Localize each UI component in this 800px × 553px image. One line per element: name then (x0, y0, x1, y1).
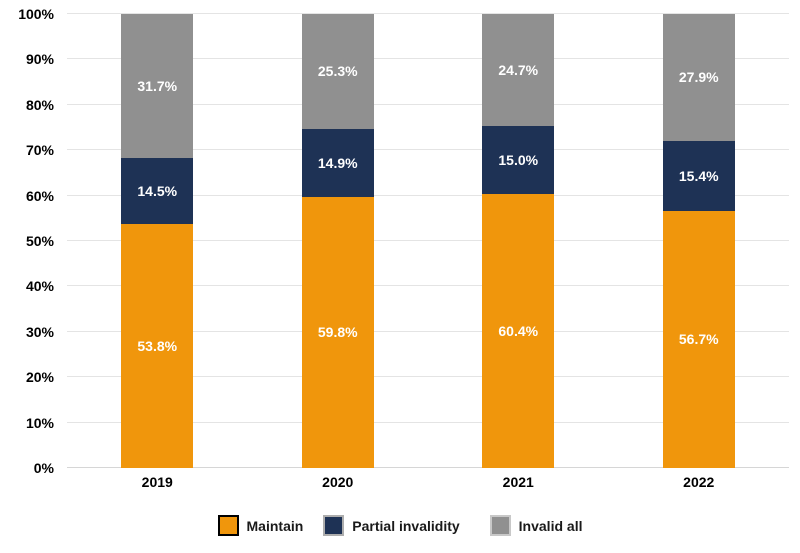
gridline (67, 58, 789, 60)
gridline (67, 285, 789, 287)
bar-2019: 53.8% 14.5% 31.7% (121, 14, 194, 468)
bar-segment: 25.3% (301, 14, 374, 129)
gridline (67, 240, 789, 241)
legend-item: Partial invalidity (323, 515, 460, 536)
gridline (67, 13, 789, 14)
bar-segment: 60.4% (482, 193, 555, 468)
legend-swatch (323, 515, 345, 536)
y-tick-label: 70% (25, 142, 54, 159)
bar-segment: 14.9% (301, 128, 374, 197)
y-tick-label: 0% (33, 460, 54, 476)
bar-2020: 59.8% 14.9% 25.3% (301, 14, 374, 468)
y-tick-label: 80% (25, 96, 54, 113)
y-tick-label: 100% (18, 6, 54, 22)
y-tick-label: 90% (25, 51, 54, 68)
bar-segment: 31.7% (121, 14, 194, 158)
legend-swatch (489, 515, 511, 536)
legend-item: Invalid all (489, 515, 583, 536)
gridline (67, 467, 789, 468)
bar-2021: 60.4% 15.0% 24.7% (482, 13, 555, 468)
segment-label: 14.9% (317, 154, 358, 171)
y-tick-label: 60% (25, 187, 54, 204)
y-tick-label: 30% (25, 323, 54, 340)
gridline (67, 103, 789, 105)
x-tick-label: 2021 (502, 474, 534, 490)
y-tick-label: 40% (25, 278, 54, 295)
segment-label: 15.0% (498, 151, 539, 168)
bar-segment: 24.7% (482, 13, 555, 126)
x-axis: 2019 2020 2021 2022 (67, 474, 789, 494)
gridline (67, 330, 789, 332)
legend-item: Maintain (217, 515, 304, 536)
y-tick-label: 20% (25, 369, 54, 386)
bar-segment: 14.5% (121, 157, 194, 224)
segment-label: 14.5% (137, 182, 178, 199)
bar-segment: 15.4% (662, 140, 735, 211)
gridline (67, 421, 789, 423)
plot-area: 53.8% 14.5% 31.7% 59.8% 14.9% 25.3% 60.4% 15.0%… (67, 13, 789, 468)
segment-label: 31.7% (137, 77, 178, 94)
bar-segment: 15.0% (482, 125, 555, 194)
segment-label: 24.7% (498, 61, 539, 78)
segment-label: 56.7% (678, 331, 719, 348)
x-tick-label: 2019 (141, 474, 173, 490)
y-tick-label: 50% (25, 233, 54, 249)
y-tick-label: 10% (25, 414, 54, 431)
x-tick-label: 2022 (683, 474, 715, 490)
legend: Maintain Partial invalidity Invalid all (0, 515, 800, 536)
bar-segment: 53.8% (121, 223, 194, 468)
gridline (67, 149, 789, 151)
segment-label: 27.9% (678, 69, 719, 86)
bar-segment: 59.8% (301, 196, 374, 468)
x-tick-label: 2020 (322, 474, 354, 490)
segment-label: 25.3% (317, 63, 358, 80)
segment-label: 60.4% (498, 322, 539, 339)
y-axis: 0% 10% 20% 30% 40% 50% 60% 70% 80% 90% 100% (0, 6, 54, 476)
legend-label: Invalid all (518, 517, 583, 534)
segment-label: 59.8% (317, 324, 358, 341)
bar-segment: 56.7% (662, 210, 735, 468)
legend-swatch (217, 515, 239, 536)
gridline (67, 194, 789, 196)
gridline (67, 376, 789, 378)
bar-2022: 56.7% 15.4% 27.9% (662, 14, 735, 468)
segment-label: 15.4% (678, 167, 719, 184)
bar-segment: 27.9% (662, 14, 735, 141)
segment-label: 53.8% (137, 337, 178, 354)
legend-label: Partial invalidity (352, 517, 460, 534)
legend-label: Maintain (246, 517, 304, 534)
